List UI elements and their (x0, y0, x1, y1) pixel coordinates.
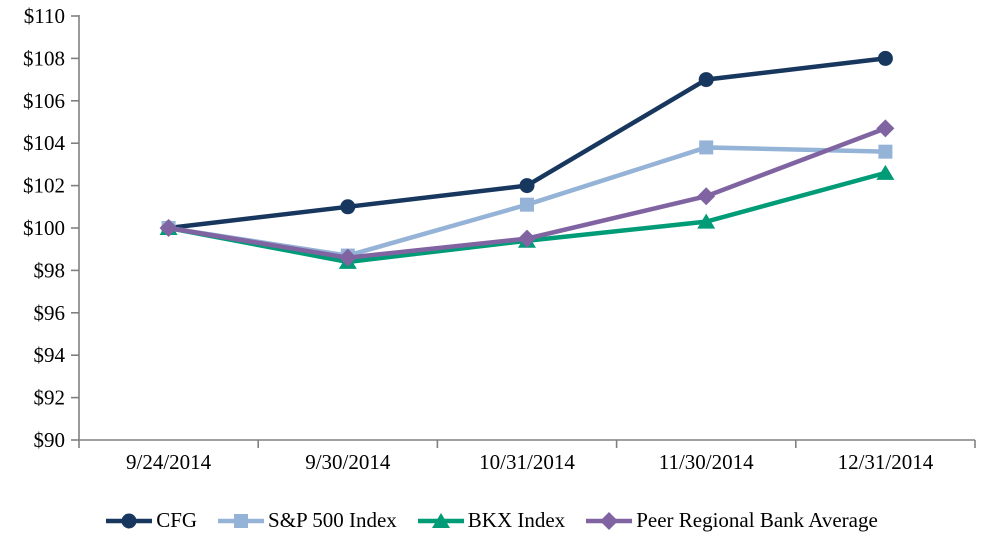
y-axis-tick-label: $94 (34, 343, 66, 367)
cfg-marker-icon (877, 50, 893, 66)
bkx-index-legend-marker-icon (431, 512, 450, 528)
peer-regional-bank-average-legend-swatch (586, 511, 633, 530)
x-axis-tick-label: 11/30/2014 (659, 450, 754, 474)
legend-label-cfg: CFG (156, 508, 198, 532)
bkx-index-marker-icon (697, 213, 716, 229)
s-p-500-index-marker-icon (520, 197, 534, 212)
peer-regional-bank-average-marker-icon (338, 248, 357, 267)
legend-item-s-p-500-index: S&P 500 Index (217, 508, 397, 533)
legend-item-peer-regional-bank-average: Peer Regional Bank Average (585, 508, 878, 533)
s-p-500-index-marker-icon (878, 144, 893, 159)
y-axis-tick-label: $100 (23, 216, 65, 240)
s-p-500-index-legend-marker-icon (234, 513, 249, 528)
y-axis-tick-label: $106 (23, 89, 65, 113)
s-p-500-index-legend-swatch (218, 513, 265, 528)
chart-legend: CFG S&P 500 Index BKX Index Peer Regional B… (0, 508, 983, 533)
y-axis-tick-label: $102 (23, 174, 65, 198)
peer-regional-bank-average-legend-marker-icon (600, 511, 619, 530)
legend-item-cfg: CFG (105, 508, 197, 533)
legend-label-peer-regional-bank-average: Peer Regional Bank Average (636, 508, 878, 532)
legend-item-bkx-index: BKX Index (417, 508, 565, 533)
y-axis-tick-label: $104 (23, 131, 66, 155)
cfg-marker-icon (340, 199, 356, 215)
y-axis-tick-label: $90 (34, 428, 66, 452)
cfg-legend-swatch (106, 513, 153, 528)
bkx-index-marker-icon (876, 164, 895, 180)
cfg-marker-icon (698, 72, 714, 88)
legend-label-bkx-index: BKX Index (467, 508, 566, 532)
cfg-marker-icon (519, 178, 535, 194)
s-p-500-index-marker-icon (699, 140, 714, 155)
x-axis-tick-label: 12/31/2014 (838, 450, 934, 474)
performance-line-chart: $110 $108 $106 $104 $102 $100 $98 $96 $94 $92 $90 9… (23, 4, 976, 474)
peer-regional-bank-average-marker-icon (518, 229, 536, 248)
x-axis-tick-label: 9/24/2014 (126, 450, 212, 474)
x-axis-tick-label: 10/31/2014 (479, 450, 575, 474)
y-axis-tick-label: $96 (34, 301, 66, 325)
y-axis-tick-label: $98 (34, 258, 66, 282)
y-axis-tick-label: $92 (34, 386, 66, 410)
y-axis-tick-label: $108 (23, 46, 65, 70)
y-axis-tick-label: $110 (24, 4, 65, 28)
peer-regional-bank-average-marker-icon (876, 119, 895, 138)
peer-regional-bank-average-marker-icon (159, 219, 178, 237)
x-axis-tick-label: 9/30/2014 (305, 450, 391, 474)
series-peer-regional-bank-average (159, 119, 895, 267)
cfg-legend-marker-icon (121, 513, 137, 528)
peer-regional-bank-average-marker-icon (697, 187, 716, 206)
bkx-index-legend-swatch (417, 512, 464, 528)
legend-label-s-p-500-index: S&P 500 Index (268, 508, 397, 532)
